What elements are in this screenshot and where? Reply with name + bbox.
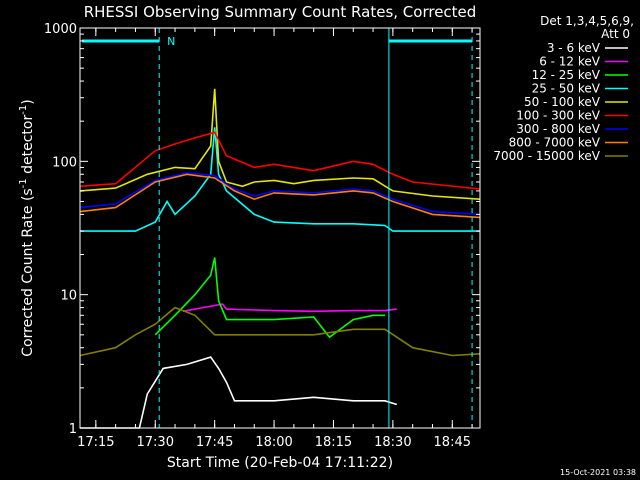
y-axis: 1 10 100 1000 [44, 22, 480, 437]
series-line-2 [154, 257, 385, 339]
legend-label: 100 - 300 keV [516, 109, 600, 123]
x-tick-label: 17:30 [137, 435, 174, 450]
y-axis-label-end: ) [20, 99, 36, 104]
x-tick-label: 18:15 [315, 435, 352, 450]
y-tick-label: 100 [52, 155, 77, 170]
legend-label: 300 - 800 keV [516, 122, 600, 136]
y-tick-label: 10 [60, 289, 77, 304]
series-line-4 [79, 88, 481, 200]
y-axis-label-mid: detector [20, 115, 36, 179]
x-tick-label: 17:15 [77, 435, 114, 450]
legend-label: 3 - 6 keV [547, 41, 601, 55]
night-marker-label: N [167, 35, 175, 48]
x-axis-label: Start Time (20-Feb-04 17:11:22) [167, 455, 393, 471]
legend-label: 25 - 50 keV [532, 82, 601, 96]
y-axis-label-sup2: -1 [18, 105, 29, 115]
series-layer [79, 88, 481, 429]
x-tick-label: 18:00 [255, 435, 292, 450]
legend-label: 50 - 100 keV [524, 95, 601, 109]
chart-title: RHESSI Observing Summary Count Rates, Co… [84, 3, 477, 21]
series-line-3 [80, 127, 480, 232]
y-tick-label: 1 [69, 422, 77, 437]
legend-label: 7000 - 15000 keV [493, 149, 600, 163]
x-tick-label: 17:45 [196, 435, 233, 450]
series-line-6 [79, 171, 481, 216]
legend-header-line-1: Det 1,3,4,5,6,9, [540, 14, 634, 28]
legend-label: 800 - 7000 keV [509, 136, 601, 150]
series-line-7 [79, 173, 481, 219]
series-line-1 [182, 303, 397, 313]
y-axis-label-main: Corrected Count Rate (s [20, 188, 36, 356]
markers-layer: N [79, 28, 473, 428]
y-axis-label-sup1: -1 [18, 178, 29, 188]
legend-label: 12 - 25 keV [532, 68, 601, 82]
plot-frame [79, 27, 481, 429]
series-line-8 [79, 306, 481, 357]
legend-header-line-2: Att 0 [601, 27, 630, 41]
x-axis: 17:15 17:30 17:45 18:00 18:15 18:30 18:45 [77, 28, 473, 450]
series-line-5 [79, 131, 481, 190]
timestamp: 15-Oct-2021 03:38 [560, 468, 636, 477]
y-axis-label: Corrected Count Rate (s-1 detector-1) [18, 99, 36, 356]
legend-label: 6 - 12 keV [539, 55, 601, 69]
x-tick-label: 18:30 [374, 435, 411, 450]
series-line-0 [80, 356, 398, 429]
y-tick-label: 1000 [44, 22, 77, 37]
x-tick-label: 18:45 [434, 435, 471, 450]
